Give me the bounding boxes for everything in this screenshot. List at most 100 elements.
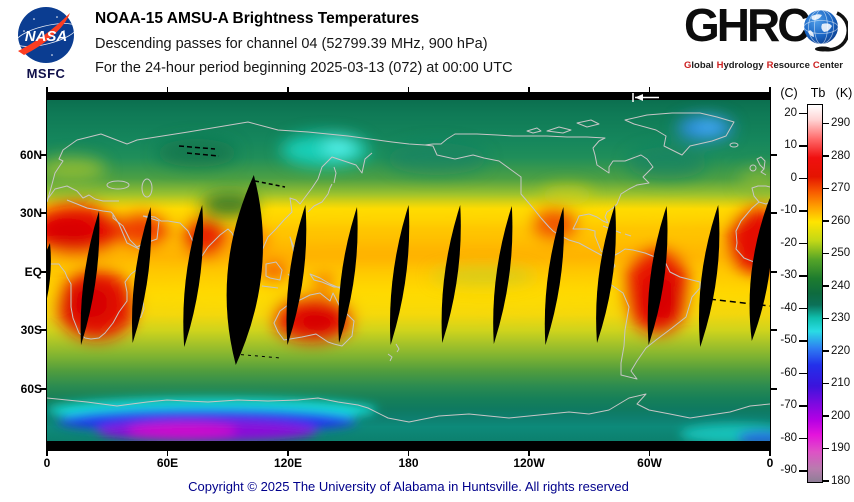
- ghrc-logo: GHRC: [684, 0, 850, 78]
- world-map-plot: [46, 92, 771, 451]
- swath-gap: [493, 206, 513, 344]
- x-axis-tick-top: [46, 87, 48, 92]
- y-axis-tick-left: [40, 154, 46, 156]
- colorbar-kelvin-tick-label: 200: [831, 409, 851, 422]
- colorbar-celsius-tick: [799, 242, 807, 244]
- swath-gap: [596, 205, 616, 343]
- colorbar-celsius-tick: [799, 145, 807, 147]
- colorbar-kelvin-tick: [823, 155, 829, 157]
- x-axis-label: 0: [766, 456, 774, 470]
- x-axis-tick-bottom: [166, 451, 169, 456]
- colorbar-celsius-tick-label: -20: [780, 236, 797, 249]
- orbital-swath-gaps: [47, 175, 770, 365]
- colorbar-quantity-header: Tb: [810, 86, 826, 100]
- cold-anomalies: [47, 116, 770, 285]
- ghrc-tagline: Global Hydrology Resource Center: [684, 60, 850, 71]
- x-axis-tick-top: [407, 87, 410, 92]
- page-title: NOAA-15 AMSU-A Brightness Temperatures: [95, 10, 420, 27]
- y-axis-label: 30S: [20, 323, 42, 337]
- ghrc-tagline-word: Center: [812, 60, 843, 71]
- x-axis-label: 60W: [637, 456, 662, 470]
- x-axis-tick-bottom: [407, 451, 410, 456]
- ghrc-tagline-word: Hydrology: [716, 60, 764, 71]
- colorbar-celsius-tick-label: 20: [784, 106, 797, 119]
- x-axis-tick-top: [648, 87, 651, 92]
- colorbar-celsius-tick: [799, 405, 807, 407]
- x-axis-label: 120W: [513, 456, 545, 470]
- swath-gap: [441, 205, 461, 343]
- colorbar-kelvin-tick-label: 190: [831, 442, 851, 454]
- colorbar-celsius-header: (C): [780, 86, 798, 100]
- y-axis-tick-left: [40, 388, 46, 390]
- x-axis-tick-bottom: [769, 451, 771, 456]
- swath-gap: [389, 205, 410, 345]
- x-axis-tick-bottom: [528, 451, 530, 456]
- y-axis-label: 60S: [20, 382, 42, 396]
- colorbar-kelvin-tick-label: 260: [831, 214, 851, 227]
- north-polar-band: [47, 93, 770, 100]
- swath-gap: [544, 207, 565, 345]
- colorbar-celsius-tick-label: 10: [784, 139, 797, 152]
- colorbar-kelvin-header: (K): [835, 86, 853, 100]
- coastlines: [47, 112, 770, 423]
- temperature-colorbar: [807, 104, 823, 483]
- colorbar-celsius-tick: [799, 372, 807, 374]
- colorbar-kelvin-tick-label: 250: [831, 247, 851, 259]
- x-axis-label: 180: [398, 456, 419, 470]
- y-axis-tick-left: [40, 329, 46, 331]
- swath-start-arrow-icon: [632, 93, 659, 102]
- colorbar-celsius-tick-label: -40: [780, 301, 797, 314]
- colorbar-celsius-tick-label: -90: [780, 464, 797, 477]
- y-axis-tick-right: [771, 329, 777, 331]
- ghrc-tagline-word: Resource: [766, 60, 810, 71]
- x-axis-tick-bottom: [648, 451, 651, 456]
- colorbar-celsius-tick: [799, 112, 807, 114]
- colorbar-kelvin-tick-label: 180: [831, 474, 851, 487]
- x-axis-tick-top: [287, 87, 289, 92]
- page-subtitle-period: For the 24-hour period beginning 2025-03…: [95, 60, 513, 76]
- colorbar-kelvin-tick: [823, 350, 829, 352]
- colorbar-kelvin-tick-label: 270: [831, 182, 851, 194]
- colorbar-kelvin-tick-label: 290: [831, 117, 851, 129]
- ghrc-logo-text: GHRC: [684, 0, 810, 51]
- x-axis-label: 120E: [273, 456, 303, 470]
- x-axis-label: 60E: [156, 456, 179, 470]
- y-axis-tick-left: [40, 212, 46, 214]
- ghrc-tagline-word: Global: [684, 60, 714, 71]
- colorbar-celsius-tick: [799, 210, 807, 212]
- south-polar-band: [47, 441, 770, 450]
- y-axis-label: EQ: [24, 265, 42, 279]
- colorbar-kelvin-tick: [823, 122, 829, 125]
- colorbar-celsius-tick-label: -10: [780, 204, 797, 217]
- swath-gap: [183, 205, 204, 347]
- y-axis-label: 30N: [19, 206, 42, 220]
- y-axis-label: 60N: [19, 148, 42, 162]
- x-axis-tick-top: [166, 87, 169, 92]
- swath-gap: [338, 207, 358, 343]
- msfc-caption: MSFC: [26, 66, 66, 81]
- nasa-logo-text: NASA: [25, 28, 68, 45]
- nasa-logo: NASA: [12, 5, 80, 67]
- colorbar-celsius-tick-label: -30: [780, 269, 797, 282]
- colorbar-kelvin-tick: [823, 415, 829, 417]
- swath-gap: [47, 243, 51, 299]
- page-subtitle-channel: Descending passes for channel 04 (52799.…: [95, 36, 488, 52]
- colorbar-kelvin-tick-label: 210: [831, 377, 851, 389]
- ghrc-globe-icon: [800, 6, 850, 58]
- antarctic-cold-core: [47, 398, 770, 445]
- colorbar-kelvin-tick: [823, 480, 829, 482]
- copyright-notice: Copyright © 2025 The University of Alaba…: [188, 479, 629, 494]
- colorbar-celsius-tick: [799, 307, 807, 309]
- y-axis-tick-right: [771, 271, 777, 273]
- swath-gap: [699, 205, 720, 347]
- swath-gap: [749, 198, 770, 341]
- colorbar-celsius-tick-label: -70: [780, 399, 797, 412]
- x-axis-tick-bottom: [287, 451, 289, 456]
- swath-gap: [647, 206, 668, 345]
- colorbar-kelvin-tick-label: 240: [831, 279, 851, 292]
- y-axis-tick-right: [771, 388, 777, 390]
- colorbar-kelvin-tick-label: 220: [831, 344, 851, 357]
- colorbar-kelvin-tick: [823, 285, 829, 287]
- brightness-temperature-map: [47, 93, 770, 450]
- swath-gap: [131, 207, 152, 343]
